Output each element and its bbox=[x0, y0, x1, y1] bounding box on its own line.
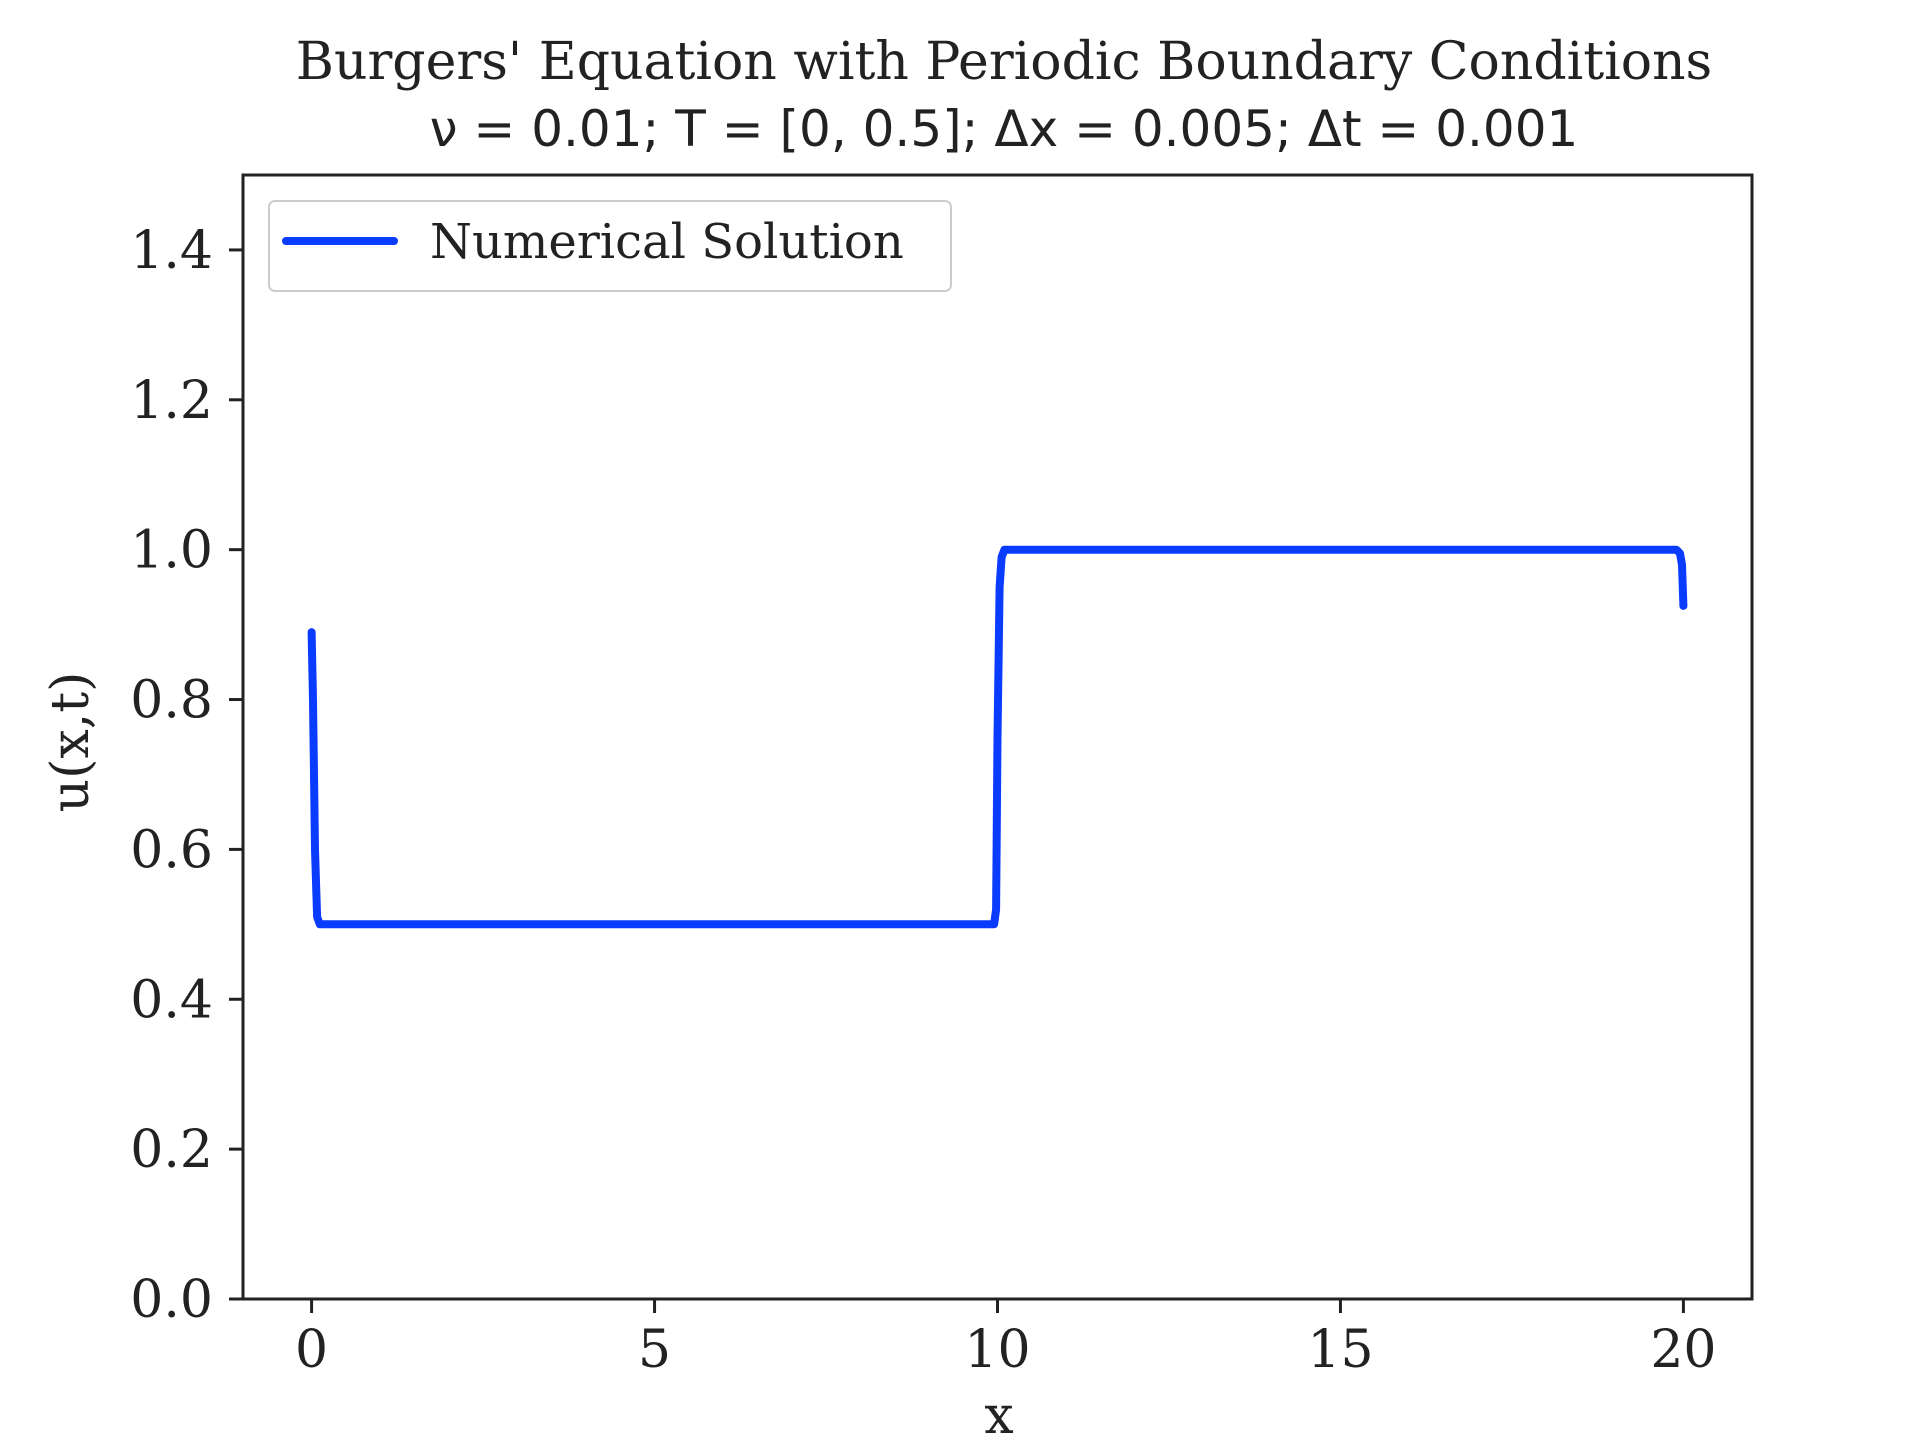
legend-label-numerical-solution: Numerical Solution bbox=[430, 214, 904, 270]
series-layer bbox=[307, 545, 1688, 929]
x-tick-label: 0 bbox=[295, 1320, 328, 1380]
chart-title: Burgers' Equation with Periodic Boundary… bbox=[296, 32, 1713, 92]
y-tick-label: 1.4 bbox=[130, 221, 213, 281]
y-tick-label: 1.0 bbox=[130, 521, 213, 581]
series-line-numerical-solution bbox=[307, 545, 1688, 929]
y-tick-label: 0.2 bbox=[130, 1120, 213, 1180]
x-tick-label: 5 bbox=[638, 1320, 671, 1380]
x-tick-label: 10 bbox=[964, 1320, 1030, 1380]
chart-subtitle: ν = 0.01; T = [0, 0.5]; Δx = 0.005; Δt =… bbox=[430, 100, 1579, 158]
y-tick-label: 0.4 bbox=[130, 970, 213, 1030]
axis-ticks: 0 5 10 15 20 0.0 0.2 0.4 0.6 0.8 1.0 1.2 1.4 bbox=[130, 221, 1716, 1380]
y-axis-label: u(x,t) bbox=[41, 672, 101, 813]
y-tick-label: 0.8 bbox=[130, 671, 213, 731]
x-tick-label: 15 bbox=[1307, 1320, 1373, 1380]
y-tick-label: 0.6 bbox=[130, 820, 213, 880]
x-tick-label: 20 bbox=[1650, 1320, 1716, 1380]
legend: Numerical Solution bbox=[268, 200, 952, 292]
y-tick-label: 0.0 bbox=[130, 1270, 213, 1330]
x-axis-label: x bbox=[984, 1386, 1013, 1440]
legend-box bbox=[268, 200, 952, 292]
y-tick-label: 1.2 bbox=[130, 371, 213, 431]
